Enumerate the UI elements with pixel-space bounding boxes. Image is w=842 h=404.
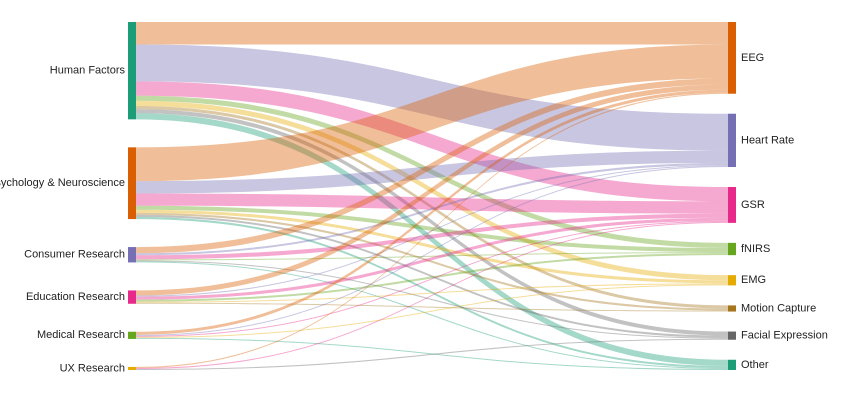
link xyxy=(136,302,728,312)
link xyxy=(136,205,728,253)
node-label: Psychology & Neuroscience xyxy=(0,177,125,189)
link xyxy=(136,22,728,45)
link xyxy=(136,78,728,254)
node xyxy=(728,331,736,340)
node xyxy=(128,366,136,370)
node xyxy=(728,22,736,94)
node xyxy=(728,275,736,286)
node-label: Education Research xyxy=(26,291,125,303)
node xyxy=(728,187,736,223)
link xyxy=(136,284,728,338)
node-label: Consumer Research xyxy=(24,249,125,261)
node-label: Facial Expression xyxy=(741,330,828,342)
link xyxy=(136,212,728,311)
link xyxy=(136,261,728,369)
link xyxy=(136,92,728,368)
link xyxy=(136,283,728,303)
link xyxy=(136,209,728,284)
link xyxy=(136,81,728,202)
link xyxy=(136,253,728,302)
node xyxy=(728,113,736,168)
link xyxy=(136,252,728,261)
links xyxy=(136,22,728,370)
link xyxy=(136,165,728,336)
link xyxy=(136,95,728,248)
link xyxy=(136,44,728,182)
node-label: UX Research xyxy=(60,362,125,374)
link xyxy=(136,260,728,339)
link xyxy=(136,338,728,370)
link xyxy=(136,150,728,194)
link xyxy=(136,162,728,256)
link xyxy=(136,221,728,369)
node-label: fNIRS xyxy=(741,243,770,255)
node-label: Motion Capture xyxy=(741,302,816,314)
node-label: EEG xyxy=(741,52,764,64)
node xyxy=(128,22,136,120)
link xyxy=(136,44,728,151)
node-label: GSR xyxy=(741,199,765,211)
node xyxy=(728,359,736,370)
node xyxy=(128,331,136,339)
link xyxy=(136,164,728,297)
link xyxy=(136,193,728,214)
link xyxy=(136,213,728,260)
node-label: EMG xyxy=(741,274,766,286)
link xyxy=(136,109,728,336)
node xyxy=(128,147,136,220)
link xyxy=(136,214,728,338)
node-label: Other xyxy=(741,359,769,371)
node xyxy=(728,305,736,312)
link xyxy=(136,89,728,335)
link xyxy=(136,84,728,296)
node-label: Human Factors xyxy=(50,65,126,77)
link xyxy=(136,100,728,281)
link xyxy=(136,337,728,370)
link xyxy=(136,220,728,337)
node xyxy=(128,247,136,263)
link xyxy=(136,217,728,368)
link xyxy=(136,106,728,309)
nodes: Human Factors Psychology & Neuroscience Co… xyxy=(0,22,828,374)
node-label: Medical Research xyxy=(37,329,125,341)
node-label: Heart Rate xyxy=(741,134,794,146)
node xyxy=(128,290,136,304)
node xyxy=(728,242,736,256)
link xyxy=(136,113,728,366)
link xyxy=(136,217,728,300)
